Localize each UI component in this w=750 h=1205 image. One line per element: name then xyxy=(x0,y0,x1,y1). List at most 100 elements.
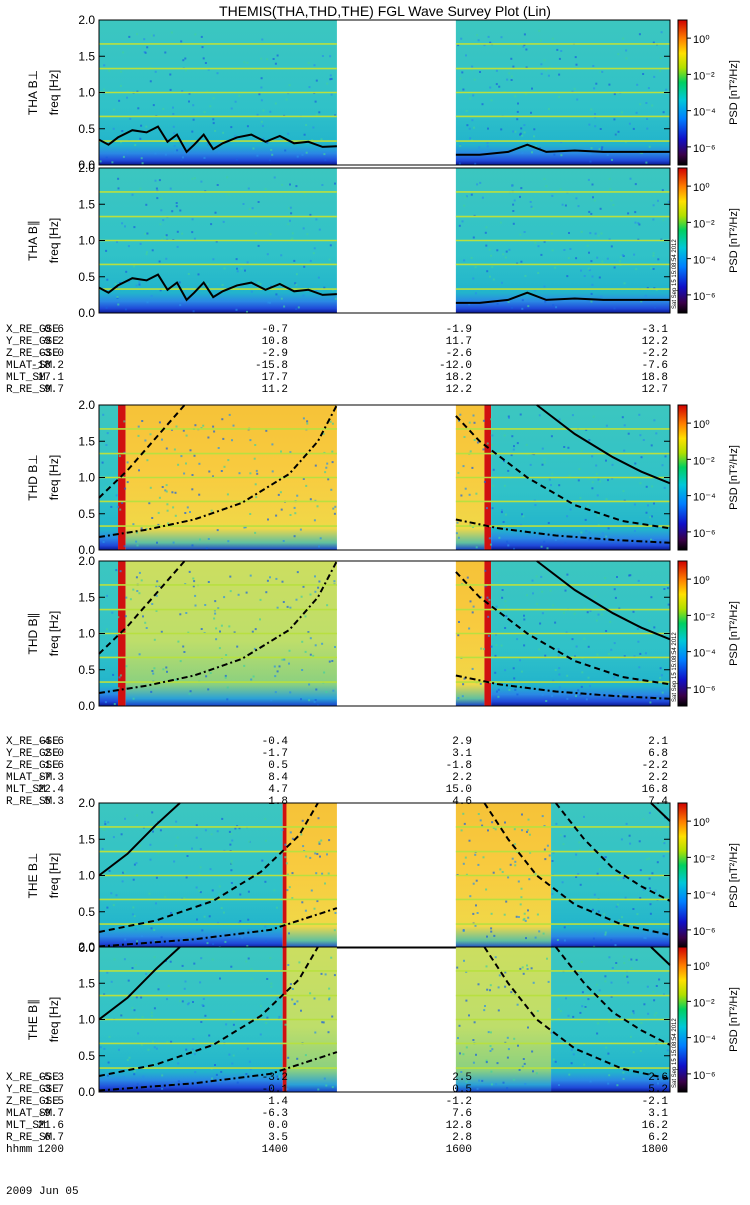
noise-speck xyxy=(186,855,189,857)
noise-speck xyxy=(230,859,233,862)
noise-speck xyxy=(198,462,201,465)
noise-speck xyxy=(158,421,161,424)
noise-speck xyxy=(123,545,126,548)
noise-speck xyxy=(269,301,271,304)
noise-speck xyxy=(332,689,335,692)
noise-speck xyxy=(639,869,642,872)
noise-speck xyxy=(599,71,602,73)
noise-speck xyxy=(245,960,248,963)
noise-speck xyxy=(105,156,108,159)
noise-speck xyxy=(614,596,617,599)
noise-speck xyxy=(550,1031,553,1034)
noise-speck xyxy=(248,208,251,211)
noise-speck xyxy=(476,441,479,444)
noise-speck xyxy=(526,829,529,832)
noise-speck xyxy=(562,843,565,846)
noise-speck xyxy=(286,605,289,608)
noise-speck xyxy=(510,79,513,81)
noise-speck xyxy=(192,104,195,107)
noise-speck xyxy=(604,980,607,983)
noise-speck xyxy=(115,894,118,897)
noise-speck xyxy=(646,985,649,988)
noise-speck xyxy=(284,1023,287,1026)
noise-speck xyxy=(298,961,301,964)
noise-speck xyxy=(550,232,553,235)
orbit-value: 18.8 xyxy=(642,372,668,384)
orbit-value: 2.9 xyxy=(452,736,472,748)
noise-speck xyxy=(259,1033,262,1036)
noise-speck xyxy=(465,999,468,1002)
noise-speck xyxy=(591,283,594,286)
noise-speck xyxy=(637,579,640,582)
noise-speck xyxy=(663,588,666,590)
panel-yunit: freq [Hz] xyxy=(47,70,61,115)
noise-speck xyxy=(506,1036,509,1039)
noise-speck xyxy=(138,653,141,656)
noise-speck xyxy=(134,964,137,967)
noise-speck xyxy=(118,455,121,458)
noise-speck xyxy=(590,108,593,111)
noise-speck xyxy=(126,150,129,153)
noise-speck xyxy=(180,158,183,161)
noise-speck xyxy=(260,77,263,80)
noise-speck xyxy=(158,496,161,499)
noise-speck xyxy=(531,579,534,582)
noise-speck xyxy=(121,501,124,504)
noise-speck xyxy=(501,509,503,512)
noise-speck xyxy=(618,918,621,921)
noise-speck xyxy=(256,113,259,116)
noise-speck xyxy=(657,258,660,261)
noise-speck xyxy=(628,926,631,929)
noise-speck xyxy=(485,965,488,968)
noise-speck xyxy=(504,669,507,672)
noise-speck xyxy=(122,1076,125,1078)
panel-yunit: freq [Hz] xyxy=(47,455,61,500)
orbit-value: 16.2 xyxy=(642,1120,668,1132)
noise-speck xyxy=(514,130,517,133)
noise-speck xyxy=(593,199,596,202)
noise-speck xyxy=(135,996,138,999)
noise-speck xyxy=(144,232,147,235)
noise-speck xyxy=(140,124,143,127)
noise-speck xyxy=(495,69,498,72)
noise-speck xyxy=(554,1060,557,1063)
y-tick-label: 0.0 xyxy=(78,699,95,713)
orbit-value: 12.8 xyxy=(446,1120,472,1132)
noise-speck xyxy=(273,665,276,668)
noise-speck xyxy=(617,130,620,133)
noise-speck xyxy=(530,198,533,201)
noise-speck xyxy=(325,691,328,693)
noise-speck xyxy=(310,889,313,892)
noise-speck xyxy=(465,54,467,57)
noise-speck xyxy=(273,889,276,892)
noise-speck xyxy=(131,913,134,916)
noise-speck xyxy=(566,674,569,677)
y-tick-label: 0.0 xyxy=(78,941,95,955)
noise-speck xyxy=(199,891,202,894)
noise-speck xyxy=(473,126,475,129)
noise-speck xyxy=(513,445,515,448)
noise-speck xyxy=(331,1015,334,1018)
noise-speck xyxy=(165,257,168,260)
noise-speck xyxy=(466,124,469,127)
orbit-value: 6.7 xyxy=(44,1132,64,1144)
orbit-value: 2.2 xyxy=(648,772,668,784)
noise-speck xyxy=(622,490,625,493)
noise-speck xyxy=(222,220,225,223)
orbit-row-label: MLT_SM xyxy=(6,784,46,796)
noise-speck xyxy=(463,204,466,207)
noise-speck xyxy=(521,829,523,832)
noise-speck xyxy=(491,434,494,437)
noise-speck xyxy=(555,306,558,309)
noise-speck xyxy=(558,484,561,487)
orbit-row-label: MLT_SM xyxy=(6,1120,46,1132)
noise-speck xyxy=(169,187,172,190)
noise-speck xyxy=(207,68,210,71)
noise-speck xyxy=(151,670,154,672)
orbit-value: 1400 xyxy=(262,1144,288,1156)
noise-speck xyxy=(215,1073,218,1076)
curve-dashdot xyxy=(98,907,338,948)
noise-speck xyxy=(646,127,649,130)
noise-speck xyxy=(597,514,600,517)
noise-speck xyxy=(185,1048,188,1051)
